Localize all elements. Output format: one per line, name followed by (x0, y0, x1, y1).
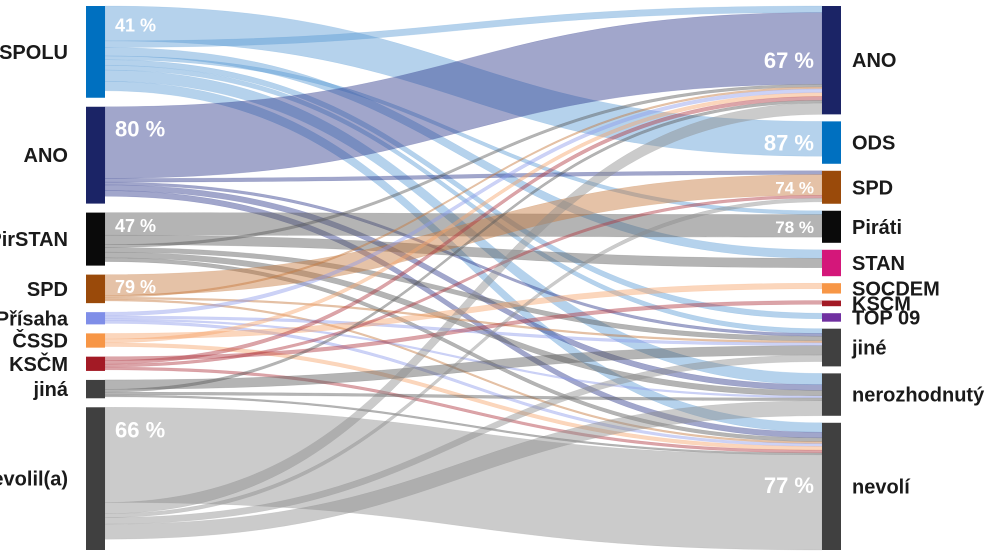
left-node-label-ano: ANO (24, 145, 68, 167)
right-node-spd (822, 170, 841, 204)
right-node-ods (822, 121, 841, 164)
right-node-nevoli (822, 422, 841, 550)
right-pct-label-nevoli: 77 % (764, 473, 814, 498)
right-node-label-jine: jiné (851, 338, 886, 360)
left-node-pirstan (86, 212, 105, 266)
right-pct-label-spd: 74 % (775, 178, 814, 197)
right-node-ano (822, 6, 841, 115)
left-node-label-kscm: KSČM (9, 352, 68, 376)
right-node-label-kscm: KSČM (852, 291, 911, 315)
right-node-pirati (822, 210, 841, 243)
right-pct-label-ano: 67 % (764, 48, 814, 73)
right-node-label-ano: ANO (852, 50, 896, 72)
left-node-spolu (86, 6, 105, 98)
flow-label-pirstan: 47 % (115, 216, 156, 236)
flow-label-nevolil-a: 66 % (115, 417, 165, 442)
left-node-spd (86, 274, 105, 304)
right-node-label-top-09: TOP 09 (852, 307, 920, 329)
left-node-jina (86, 379, 105, 399)
right-node-label-socdem: SOCDEM (852, 278, 940, 300)
right-node-label-nerozhodnuty: nerozhodnutý (852, 385, 985, 407)
right-node-label-ods: ODS (852, 133, 895, 155)
right-node-socdem (822, 283, 841, 294)
left-node-label-nevolil-a: nevolil(a) (0, 469, 68, 491)
left-node-nevolil-a (86, 407, 105, 550)
right-node-nerozhodnuty (822, 373, 841, 416)
right-node-top-09 (822, 313, 841, 322)
flow-nevolil-a-to-ano (104, 102, 823, 515)
left-node-label-jina: jiná (33, 379, 69, 401)
right-node-label-spd: SPD (852, 177, 893, 199)
flow-label-ano: 80 % (115, 117, 165, 142)
left-node-label-spd: SPD (27, 279, 68, 301)
flow-label-spd: 79 % (115, 277, 156, 297)
left-node-label-cssd: ČSSD (12, 329, 68, 353)
right-pct-label-ods: 87 % (764, 130, 814, 155)
right-pct-label-pirati: 78 % (775, 218, 814, 237)
left-node-label-spolu: SPOLU (0, 42, 68, 64)
left-node-prisaha (86, 312, 105, 325)
left-node-label-pirstan: PirSTAN (0, 229, 68, 251)
left-node-kscm (86, 356, 105, 371)
labels-layer: 41 % 80 % 47 % 79 % 66 % SPOLU ANO PirSTAN SPD Př… (0, 15, 985, 498)
flows-layer (104, 5, 823, 551)
right-node-label-nevoli: nevolí (852, 476, 911, 498)
right-node-kscm (822, 300, 841, 307)
left-node-ano (86, 106, 105, 204)
nodes-layer (86, 6, 841, 550)
right-node-jine (822, 328, 841, 367)
right-node-stan (822, 249, 841, 277)
right-node-label-pirati: Piráti (852, 217, 902, 239)
left-node-label-prisaha: Přísaha (0, 308, 69, 330)
right-node-label-stan: STAN (852, 253, 905, 275)
left-node-cssd (86, 333, 105, 348)
flow-label-spolu: 41 % (115, 15, 156, 35)
